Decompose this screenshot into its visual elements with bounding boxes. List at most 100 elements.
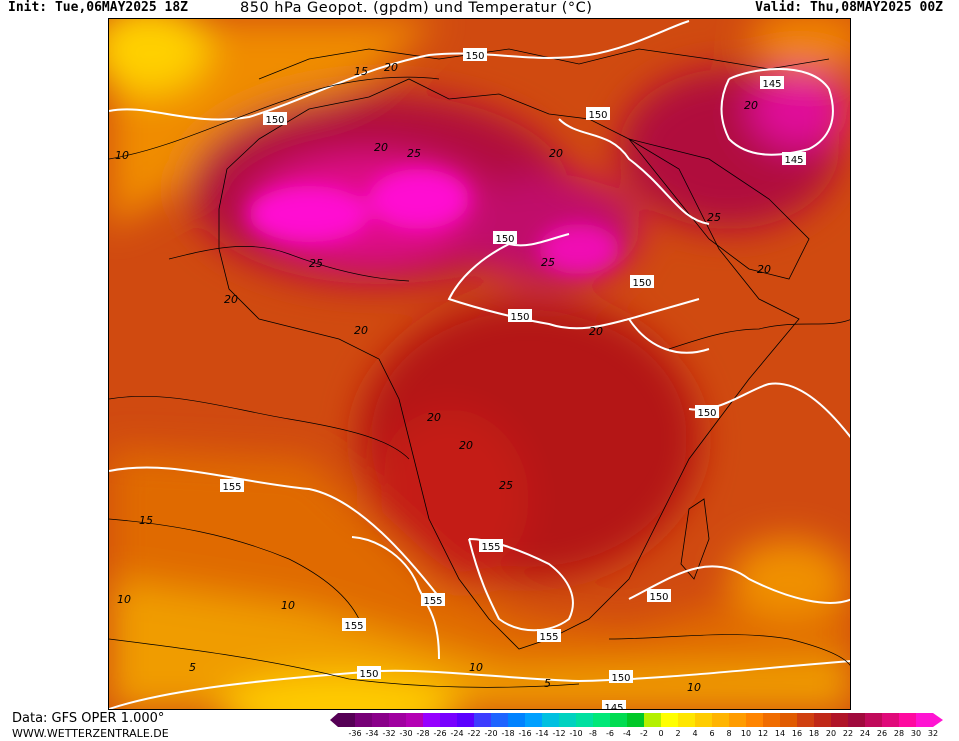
colorbar-tick-label: -22 <box>467 729 481 738</box>
colorbar-swatch <box>797 713 814 727</box>
colorbar-tick-label: 6 <box>709 729 715 738</box>
colorbar-tick-label: -36 <box>348 729 362 738</box>
colorbar-tick-label: -28 <box>416 729 430 738</box>
colorbar-swatch <box>644 713 661 727</box>
colorbar-swatch <box>593 713 610 727</box>
temp-label: 25 <box>541 256 555 269</box>
colorbar-tick-label: -2 <box>640 729 648 738</box>
temp-label: 25 <box>499 479 513 492</box>
valid-time: Valid: Thu,08MAY2025 00Z <box>755 0 943 15</box>
colorbar-swatch <box>457 713 474 727</box>
colorbar-swatch <box>406 713 423 727</box>
colorbar-tick-label: -6 <box>606 729 614 738</box>
gp-label: 150 <box>649 592 668 603</box>
temp-label: 25 <box>407 147 421 160</box>
colorbar-tick-label: -34 <box>365 729 379 738</box>
temp-label: 10 <box>115 149 129 162</box>
colorbar-swatch <box>661 713 678 727</box>
colorbar-tick-label: 0 <box>658 729 664 738</box>
colorbar-swatch <box>576 713 593 727</box>
colorbar-swatch <box>814 713 831 727</box>
temp-label: 15 <box>139 514 153 527</box>
temp-label: 20 <box>374 141 388 154</box>
colorbar-tick-label: 26 <box>876 729 888 738</box>
gp-label: 155 <box>222 482 241 493</box>
gp-label: 150 <box>611 673 630 684</box>
colorbar-tick-label: -14 <box>535 729 549 738</box>
temperature-labels: 15 20 10 20 25 20 20 20 25 25 20 25 20 2… <box>115 61 771 694</box>
temp-label: 20 <box>384 61 398 74</box>
gp-label: 150 <box>265 115 284 126</box>
colorbar-swatch <box>542 713 559 727</box>
colorbar-tick-label: 30 <box>910 729 922 738</box>
colorbar-tick-label: 8 <box>726 729 732 738</box>
map-canvas: 150 150 150 145 145 150 150 150 150 155 … <box>109 19 850 709</box>
colorbar-tick-label: 18 <box>808 729 820 738</box>
colorbar-tick-label: -30 <box>399 729 413 738</box>
colorbar-swatch <box>746 713 763 727</box>
colorbar-tick-label: 2 <box>675 729 681 738</box>
colorbar-tick-label: 32 <box>927 729 939 738</box>
colorbar-tick-label: 14 <box>774 729 786 738</box>
africa-coastline <box>218 78 800 650</box>
temp-label: 20 <box>757 263 771 276</box>
colorbar-swatch <box>474 713 491 727</box>
colorbar-tick-label: -18 <box>501 729 515 738</box>
colorbar-swatch <box>865 713 882 727</box>
colorbar-swatch <box>831 713 848 727</box>
map-title: 850 hPa Geopot. (gpdm) und Temperatur (°… <box>240 0 593 16</box>
geopotential-labels: 150 150 150 145 145 150 150 150 150 155 … <box>220 48 806 709</box>
gp-label: 150 <box>495 234 514 245</box>
colorbar-swatch <box>372 713 389 727</box>
gp-label: 145 <box>784 155 803 166</box>
gp-label: 150 <box>697 408 716 419</box>
colorbar-tick-label: -4 <box>623 729 631 738</box>
colorbar-swatch <box>882 713 899 727</box>
colorbar-swatch <box>899 713 916 727</box>
gp-label: 150 <box>632 278 651 289</box>
arabia-outline <box>627 138 810 280</box>
temp-label: 10 <box>117 593 131 606</box>
weather-map: 150 150 150 145 145 150 150 150 150 155 … <box>108 18 851 710</box>
colorbar-tick-label: -10 <box>569 729 583 738</box>
temp-label: 20 <box>549 147 563 160</box>
colorbar-right-arrow <box>933 713 943 727</box>
gp-label: 150 <box>510 312 529 323</box>
temp-label: 5 <box>544 677 551 690</box>
gp-label: 150 <box>465 51 484 62</box>
colorbar-tick-label: -24 <box>450 729 464 738</box>
colorbar-tick-label: 10 <box>740 729 752 738</box>
colorbar-left-arrow <box>330 713 338 727</box>
temp-label: 20 <box>589 325 603 338</box>
gp-label: 145 <box>762 79 781 90</box>
temp-label: 10 <box>281 599 295 612</box>
colorbar-tick-label: -32 <box>382 729 396 738</box>
colorbar-swatch <box>610 713 627 727</box>
colorbar-swatch <box>508 713 525 727</box>
colorbar-tick-label: -26 <box>433 729 447 738</box>
temp-label: 20 <box>427 411 441 424</box>
temp-label: 10 <box>687 681 701 694</box>
gp-label: 155 <box>539 632 558 643</box>
gp-label: 150 <box>359 669 378 680</box>
gp-label: 155 <box>423 596 442 607</box>
colorbar-tick-label: -20 <box>484 729 498 738</box>
temp-label: 20 <box>354 324 368 337</box>
colorbar-swatch <box>389 713 406 727</box>
colorbar-tick-label: -8 <box>589 729 597 738</box>
colorbar-swatch <box>712 713 729 727</box>
colorbar-swatch <box>440 713 457 727</box>
colorbar-swatch <box>729 713 746 727</box>
temp-label: 20 <box>459 439 473 452</box>
temp-label: 25 <box>309 257 323 270</box>
colorbar-swatch <box>763 713 780 727</box>
colorbar-swatch <box>916 713 933 727</box>
temperature-isolines <box>109 76 850 688</box>
colorbar-ticks: -36 -34 -32 -30 -28 -26 -24 -22 -20 -18 -16 -14 -12-… <box>330 729 956 741</box>
colorbar-tick-label: 20 <box>825 729 837 738</box>
temperature-colorbar <box>330 713 943 727</box>
temp-label: 10 <box>469 661 483 674</box>
colorbar-swatch <box>559 713 576 727</box>
gp-label: 155 <box>481 542 500 553</box>
temp-label: 20 <box>224 293 238 306</box>
